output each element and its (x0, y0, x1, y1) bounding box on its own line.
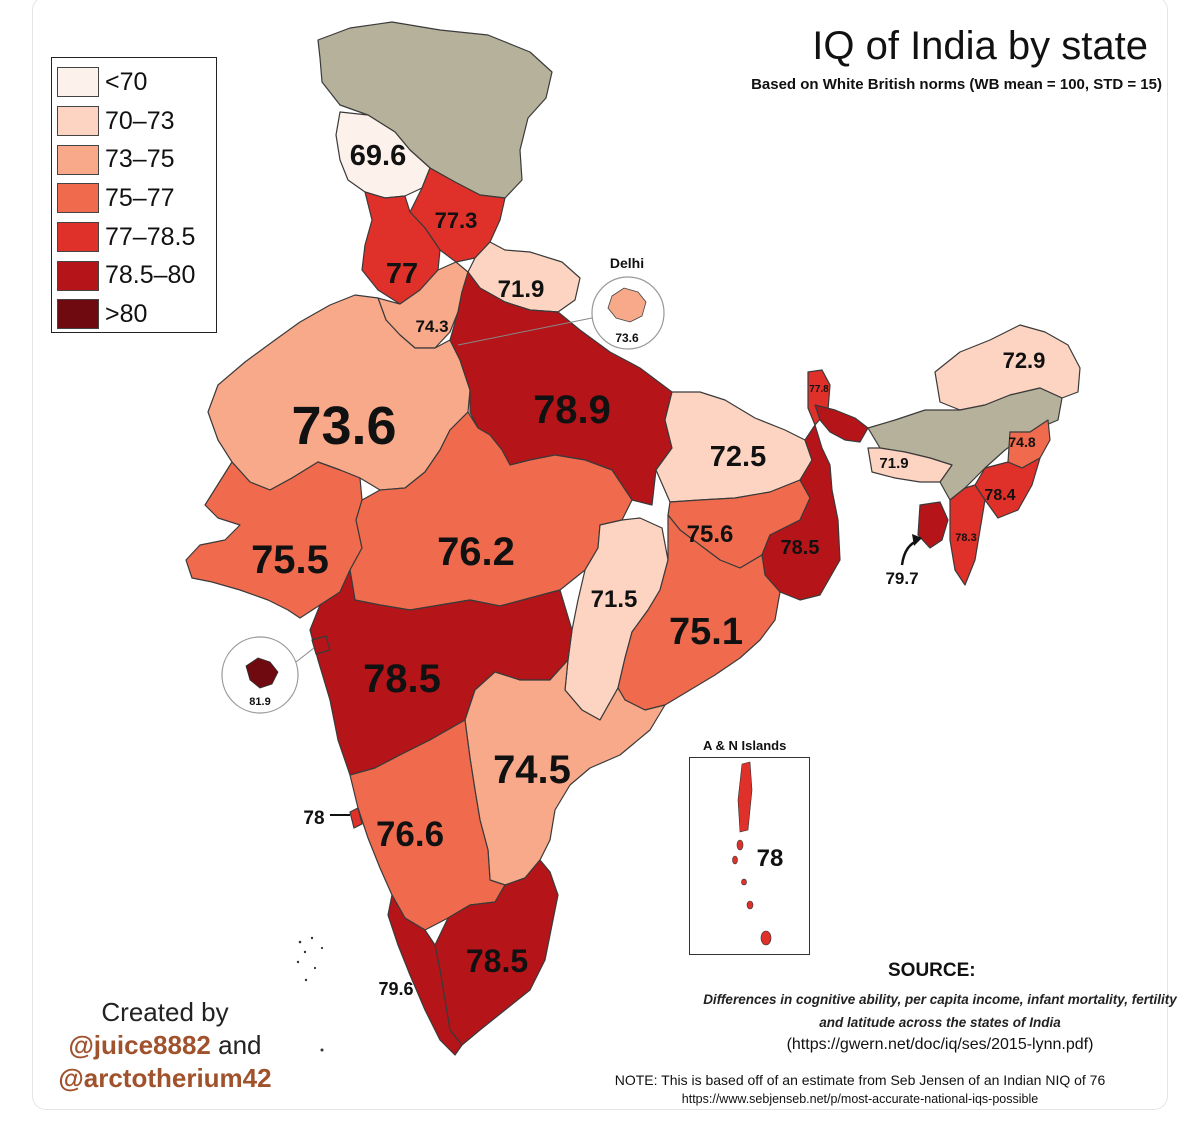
legend-swatch (57, 183, 99, 214)
legend-label: <70 (105, 67, 148, 96)
state-value-label: 78.5 (363, 657, 441, 701)
region-state-76-2 (349, 411, 633, 611)
legend-item: <70 (57, 63, 216, 102)
legend-swatch (57, 260, 99, 291)
legend-item: 70–73 (57, 102, 216, 141)
state-value-label: 77 (386, 258, 418, 290)
legend-swatch (57, 67, 99, 98)
state-value-label: 77.8 (809, 384, 829, 395)
state-value-label: 74.5 (493, 748, 571, 792)
state-value-label: 75.5 (251, 538, 329, 582)
credit-line: Created by (101, 997, 229, 1027)
region-jammu-kashmir (317, 21, 553, 199)
state-value-label: 73.6 (291, 396, 396, 456)
region-sikkim-strip (814, 404, 869, 443)
state-value-label: 71.5 (591, 586, 638, 613)
source-heading: SOURCE: (888, 960, 976, 981)
state-value-label: 74.3 (415, 317, 448, 336)
state-value-label: 71.9 (879, 455, 908, 472)
goa-inset-value: 81.9 (249, 696, 270, 708)
legend-item: 78.5–80 (57, 256, 216, 295)
state-value-label: 77.3 (435, 208, 478, 233)
legend-label: 77–78.5 (105, 222, 196, 251)
legend: <70 70–73 73–75 75–77 77–78.5 78.5–80 >8… (51, 57, 217, 333)
state-value-label: 74.8 (1008, 434, 1035, 450)
goa-shape (245, 657, 279, 689)
legend-swatch (57, 144, 99, 175)
region-dnh-strip (311, 635, 331, 655)
delhi-inset-title: Delhi (610, 255, 644, 271)
credit-and: and (218, 1030, 262, 1060)
andaman-islands (732, 761, 772, 946)
region-state-78-5-wb (761, 424, 841, 601)
legend-swatch (57, 222, 99, 253)
legend-item: >80 (57, 295, 216, 334)
region-state-75-5 (185, 461, 363, 619)
state-value-label: 75.6 (687, 521, 734, 548)
andaman-inset-title: A & N Islands (703, 738, 787, 753)
legend-item: 75–77 (57, 179, 216, 218)
state-value-label: 78.3 (955, 532, 976, 544)
delhi-shape (607, 287, 647, 323)
region-state-78-5-tn (434, 859, 559, 1046)
state-value-label: 69.6 (350, 140, 406, 172)
lakshadweep-islands (296, 936, 324, 1052)
state-value-label: 71.9 (498, 276, 545, 303)
delhi-inset-value: 73.6 (615, 331, 639, 345)
legend-label: 70–73 (105, 106, 175, 135)
state-value-label: 78.5 (466, 943, 528, 979)
legend-label: 73–75 (105, 145, 175, 174)
legend-label: >80 (105, 299, 148, 328)
map-subtitle: Based on White British norms (WB mean = … (751, 76, 1162, 93)
tripura-arrowhead (912, 534, 922, 546)
state-value-label: 76.6 (376, 815, 444, 854)
state-value-label: 78.9 (533, 388, 611, 432)
legend-swatch (57, 299, 99, 330)
state-value-label: 78 (303, 808, 324, 829)
andaman-inset-box (689, 757, 810, 955)
delhi-inset (457, 276, 665, 350)
state-value-label: 72.9 (1003, 348, 1046, 373)
region-state-71-9-ne (867, 447, 953, 483)
credit-handles: @juice8882 and (55, 1030, 275, 1061)
note-url: https://www.sebjenseb.net/p/most-accurat… (681, 1092, 1039, 1106)
legend-item: 77–78.5 (57, 218, 216, 257)
legend-item: 73–75 (57, 140, 216, 179)
andaman-inset-value: 78 (757, 845, 784, 872)
goa-inset (221, 636, 315, 714)
state-value-label: 76.2 (437, 530, 515, 574)
state-value-label: 79.6 (378, 979, 413, 999)
region-state-75-1 (617, 514, 781, 711)
legend-swatch (57, 106, 99, 137)
credit-handle-1: @juice8882 (68, 1030, 211, 1060)
region-state-79-7 (917, 501, 949, 549)
credit-handle-2: @arctotherium42 (58, 1063, 272, 1093)
source-url: (https://gwern.net/doc/iq/ses/2015-lynn.… (786, 1036, 1094, 1053)
state-value-label: 75.1 (669, 611, 743, 653)
source-citation: Differences in cognitive ability, per ca… (703, 992, 1177, 1030)
state-value-label: 78.4 (984, 487, 1015, 504)
state-value-label: 79.7 (885, 569, 918, 588)
map-title: IQ of India by state (812, 24, 1148, 68)
region-state-78-goa (349, 807, 363, 829)
state-value-label: 72.5 (710, 441, 766, 473)
legend-label: 75–77 (105, 183, 175, 212)
legend-label: 78.5–80 (105, 261, 196, 290)
note-text: NOTE: This is based off of an estimate f… (614, 1072, 1106, 1088)
region-state-78-3 (949, 484, 986, 586)
state-value-label: 78.5 (781, 537, 820, 559)
region-state-79-6 (387, 894, 463, 1056)
